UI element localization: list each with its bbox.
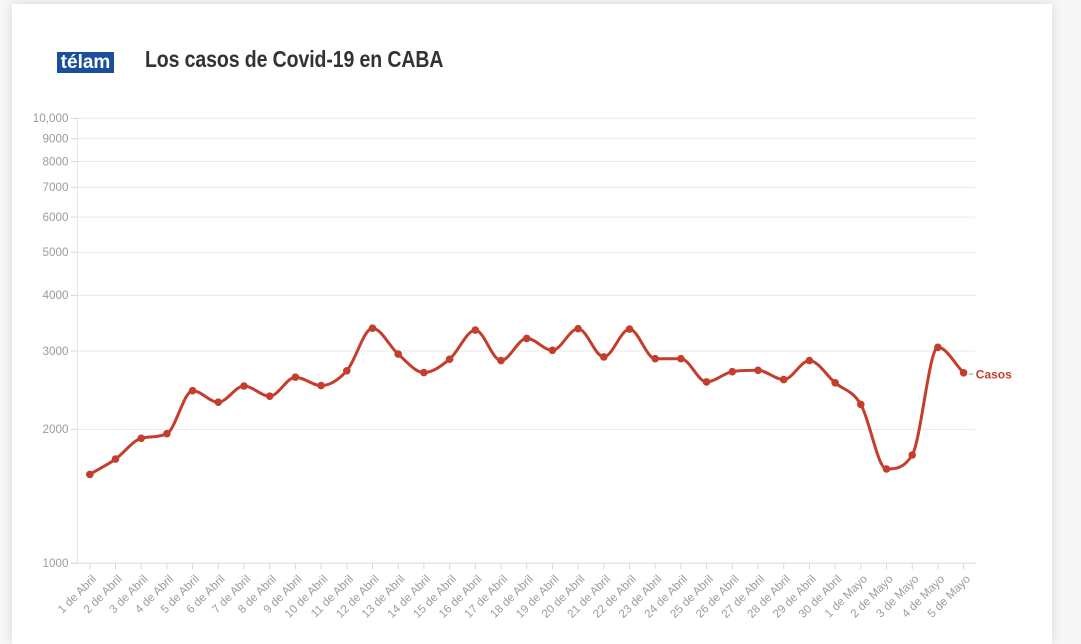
svg-text:6000: 6000 (42, 211, 69, 224)
svg-text:Casos: Casos (976, 368, 1012, 382)
svg-text:3000: 3000 (42, 345, 69, 358)
svg-text:4000: 4000 (42, 289, 69, 302)
svg-text:5000: 5000 (42, 246, 69, 259)
svg-text:9000: 9000 (42, 133, 69, 146)
svg-text:1000: 1000 (42, 557, 69, 570)
svg-text:7000: 7000 (42, 181, 69, 194)
svg-text:8000: 8000 (42, 155, 69, 168)
svg-text:10,000: 10,000 (33, 112, 69, 125)
svg-text:2000: 2000 (42, 423, 69, 436)
